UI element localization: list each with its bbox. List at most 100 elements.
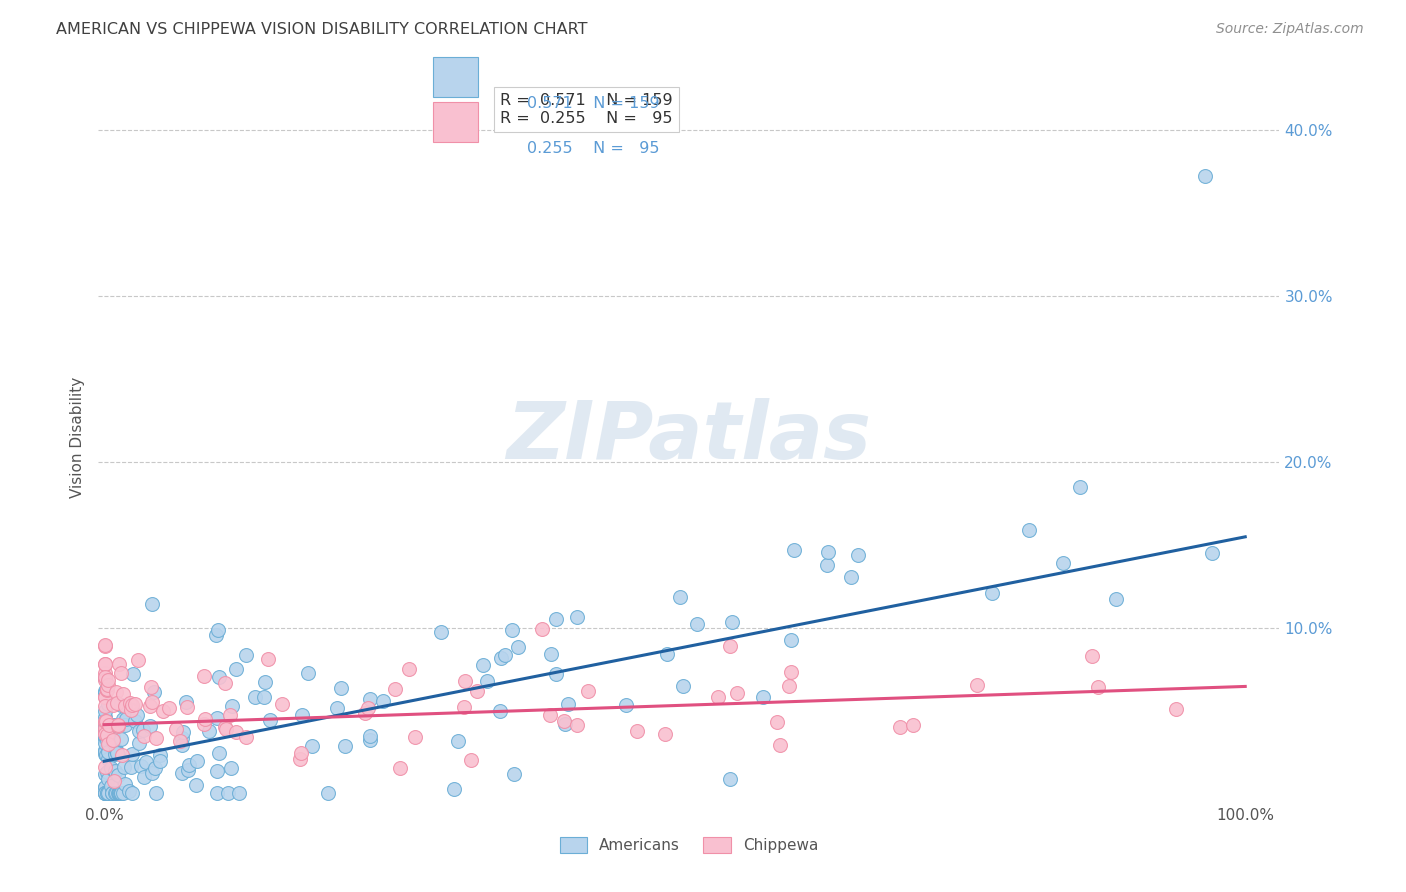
Point — [139, 680, 162, 694]
Point — [94, 657, 117, 672]
Point — [1087, 680, 1109, 694]
Point — [626, 724, 648, 739]
Point — [110, 786, 132, 800]
Point — [489, 704, 512, 718]
Point — [94, 719, 117, 733]
Point — [326, 701, 349, 715]
Point — [107, 718, 129, 732]
Point — [783, 543, 806, 558]
Point — [501, 623, 523, 637]
Point — [96, 681, 118, 696]
Point — [554, 716, 576, 731]
Point — [475, 674, 498, 689]
Point — [107, 768, 129, 782]
Point — [1069, 480, 1091, 494]
Point — [96, 748, 118, 763]
Point — [172, 738, 194, 752]
Point — [121, 786, 143, 800]
Point — [1201, 545, 1223, 559]
Point — [145, 786, 167, 800]
Point — [186, 754, 208, 768]
Point — [316, 786, 339, 800]
Point — [129, 759, 152, 773]
Point — [152, 705, 174, 719]
Point — [97, 752, 120, 766]
Point — [538, 707, 561, 722]
Point — [225, 662, 247, 676]
Point — [769, 738, 792, 752]
Text: R =  0.571    N = 159
R =  0.255    N =   95: R = 0.571 N = 159 R = 0.255 N = 95 — [501, 94, 672, 126]
Point — [128, 723, 150, 738]
Point — [494, 648, 516, 663]
Point — [290, 746, 312, 760]
Point — [817, 545, 839, 559]
Point — [215, 723, 238, 737]
Point — [297, 665, 319, 680]
Point — [101, 786, 124, 800]
Point — [132, 770, 155, 784]
Point — [94, 639, 117, 653]
Point — [110, 786, 132, 800]
Point — [335, 739, 357, 753]
Point — [94, 786, 117, 800]
Point — [94, 690, 117, 704]
Point — [672, 679, 695, 693]
Point — [257, 652, 280, 666]
Point — [654, 727, 676, 741]
Point — [253, 674, 276, 689]
Point — [134, 730, 156, 744]
Point — [108, 657, 131, 671]
Point — [225, 724, 247, 739]
Point — [235, 648, 257, 662]
Point — [94, 786, 117, 800]
Point — [94, 744, 117, 758]
Point — [97, 673, 120, 688]
Point — [359, 732, 381, 747]
Point — [94, 684, 117, 698]
Point — [219, 708, 242, 723]
Point — [846, 548, 869, 562]
Point — [472, 658, 495, 673]
Point — [94, 760, 117, 774]
Point — [112, 786, 135, 800]
Point — [108, 786, 131, 800]
Point — [94, 673, 117, 688]
Point — [839, 570, 862, 584]
Point — [243, 690, 266, 704]
Point — [290, 708, 312, 723]
Point — [540, 647, 562, 661]
Point — [169, 733, 191, 747]
Point — [384, 682, 406, 697]
Point — [219, 761, 242, 775]
Point — [143, 684, 166, 698]
Point — [104, 685, 127, 699]
Point — [208, 746, 231, 760]
Point — [112, 759, 135, 773]
Point — [124, 714, 146, 728]
Point — [97, 678, 120, 692]
Point — [97, 772, 120, 786]
Point — [544, 612, 567, 626]
Point — [108, 786, 131, 800]
Point — [94, 731, 117, 745]
Point — [404, 730, 426, 744]
Point — [121, 698, 143, 712]
Point — [114, 699, 136, 714]
Point — [1194, 169, 1216, 183]
Point — [101, 731, 124, 745]
Point — [398, 662, 420, 676]
Point — [104, 747, 127, 761]
Point — [110, 698, 132, 713]
Point — [721, 615, 744, 629]
Point — [1080, 648, 1102, 663]
Point — [506, 640, 529, 654]
Point — [135, 755, 157, 769]
Point — [98, 718, 121, 732]
Point — [107, 719, 129, 733]
Point — [94, 742, 117, 756]
Point — [981, 586, 1004, 600]
Point — [128, 736, 150, 750]
Point — [208, 670, 231, 684]
Point — [101, 786, 124, 800]
Point — [97, 786, 120, 800]
